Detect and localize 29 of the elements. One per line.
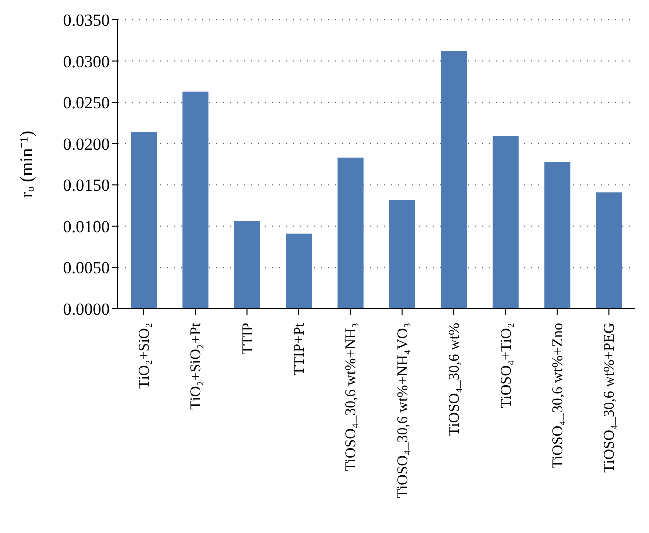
x-tick-label: TiOSO₄_30,6 wt%+PEG [602,322,618,473]
y-tick-label: 0.0000 [63,300,110,320]
bar [286,234,312,309]
y-tick-label: 0.0300 [63,52,110,72]
bar [596,192,622,309]
y-axis-title: rₒ (min⁻¹) [16,130,36,198]
bar [182,92,209,309]
x-tick-label: TiOSO₄_30,6 wt%+NH₃ [344,323,360,472]
bar [234,221,260,309]
bar [390,200,416,309]
y-tick-label: 0.0100 [63,217,110,236]
bar [338,158,364,309]
y-tick-label: 0.0350 [63,11,110,30]
y-tick-label: 0.0050 [63,258,110,278]
bar [492,136,519,309]
x-tick-label: TiOSO₄_30,6 wt% [447,323,464,436]
y-tick-label: 0.0250 [63,94,110,113]
x-tick-label: TiOSO₄_30,6 wt%+Zno [550,323,566,469]
y-tick-label: 0.0200 [63,134,110,154]
x-tick-label: TiOSO₄_30,6 wt%+NH₄VO₃ [395,323,412,498]
x-tick-label: TTIP+Pt [292,322,308,376]
x-tick-label: TiOSO₄+TiO₂ [498,323,515,408]
bar [131,132,157,309]
bar [441,51,468,309]
x-tick-label: TTIP [240,323,256,355]
y-tick-label: 0.0150 [63,176,110,196]
x-tick-label: TiO₂+SiO₂+Pt [188,322,205,410]
x-tick-label: TiO₂+SiO₂ [136,323,153,389]
bar [544,162,571,309]
